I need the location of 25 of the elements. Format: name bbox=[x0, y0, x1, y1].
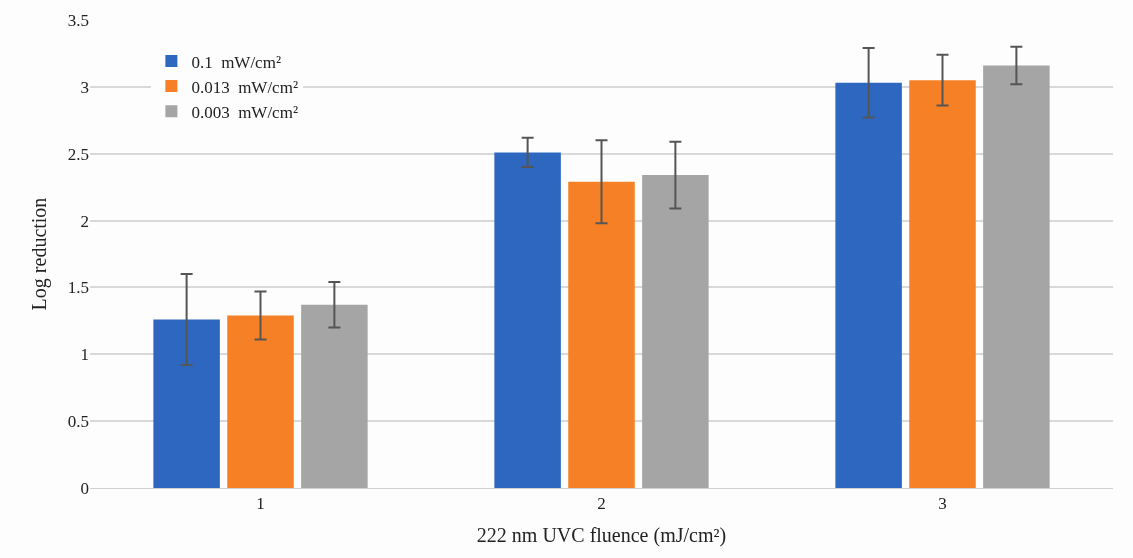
bar bbox=[301, 304, 368, 488]
legend-label: 0.003 mW/cm² bbox=[191, 102, 298, 122]
y-tick-label: 3 bbox=[80, 77, 89, 97]
y-tick-label: 2 bbox=[80, 211, 89, 231]
bar bbox=[835, 82, 902, 488]
bar bbox=[909, 80, 976, 488]
x-tick-label: 2 bbox=[597, 494, 606, 514]
x-tick-label: 1 bbox=[256, 494, 265, 514]
bar bbox=[568, 181, 635, 488]
y-tick-label: 1 bbox=[80, 345, 89, 365]
bar bbox=[983, 65, 1050, 488]
bar bbox=[494, 152, 561, 488]
y-tick-label: 3.5 bbox=[67, 10, 89, 30]
y-tick-label: 0.5 bbox=[67, 412, 89, 432]
bar bbox=[642, 175, 709, 488]
y-axis-title: Log reduction bbox=[28, 197, 52, 311]
bar bbox=[153, 319, 220, 488]
x-axis-title: 222 nm UVC fluence (mJ/cm²) bbox=[476, 523, 727, 547]
legend-label: 0.013 mW/cm² bbox=[191, 77, 298, 97]
legend-label: 0.1 mW/cm² bbox=[191, 52, 281, 72]
bar bbox=[227, 315, 294, 488]
y-tick-label: 2.5 bbox=[67, 144, 89, 164]
x-tick-label: 3 bbox=[938, 494, 947, 514]
y-tick-label: 1.5 bbox=[67, 278, 89, 298]
y-tick-label: 0 bbox=[80, 478, 89, 498]
